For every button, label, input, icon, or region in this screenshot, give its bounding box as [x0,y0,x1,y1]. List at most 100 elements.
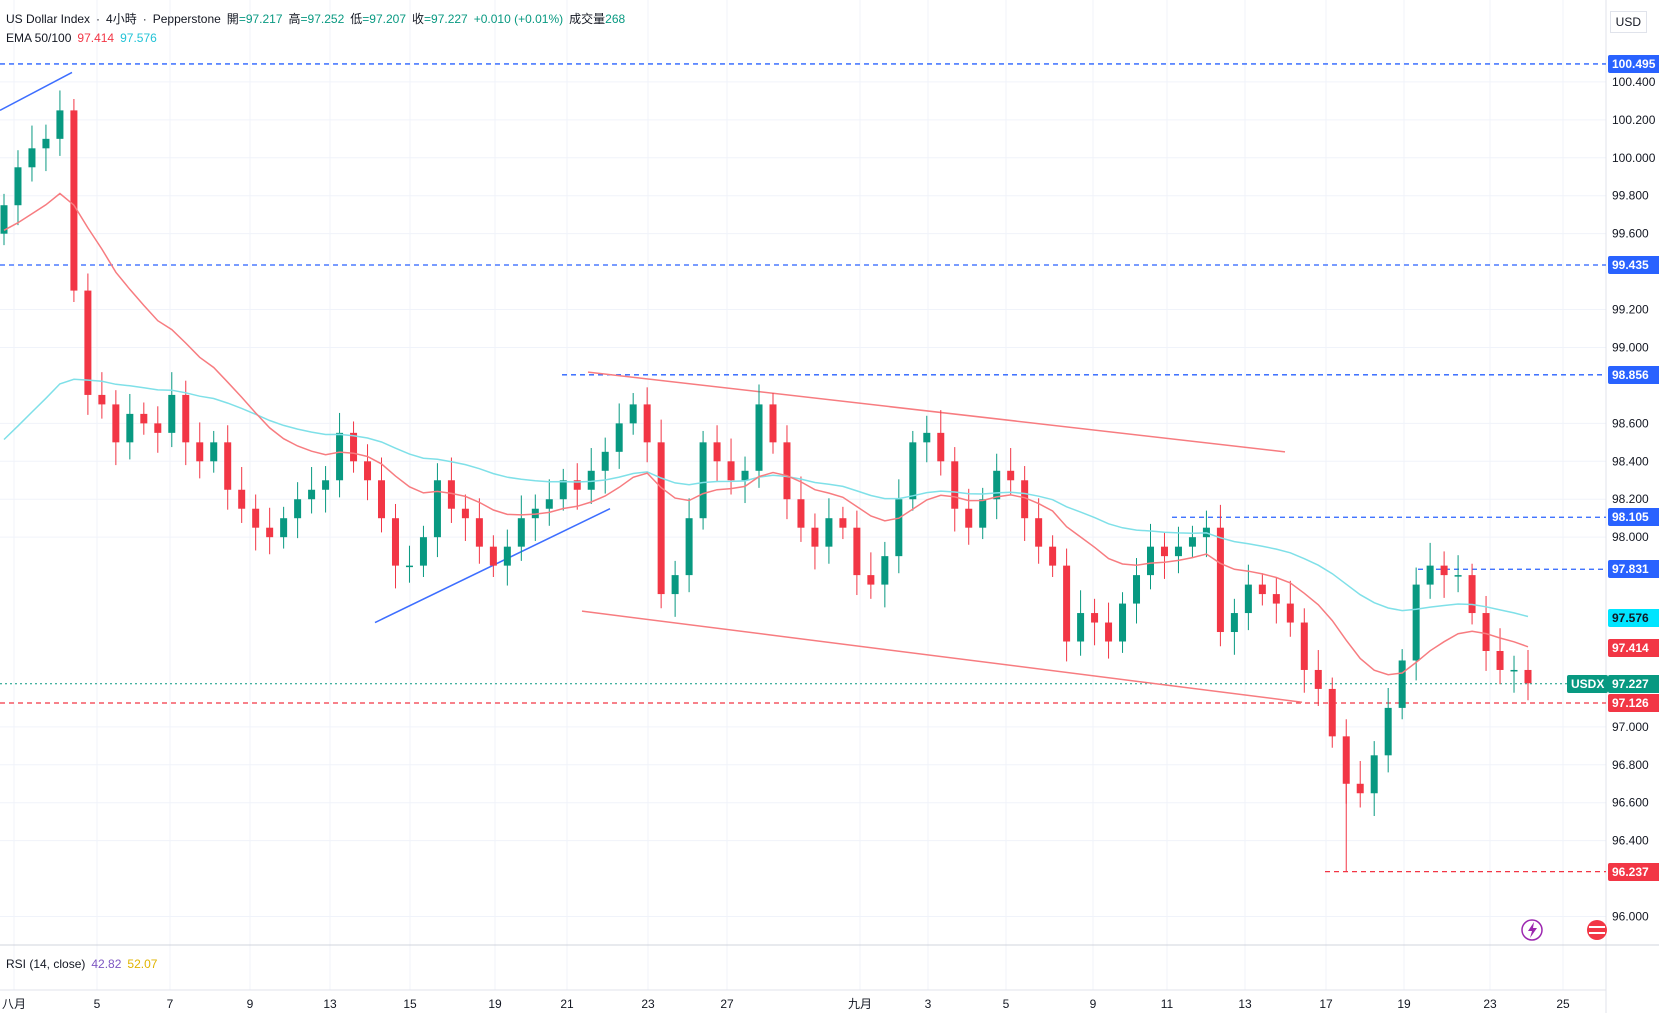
candle-body [937,432,945,462]
candle [573,463,581,510]
candle [713,425,721,482]
y-tick-label: 96.400 [1612,834,1649,848]
candle [1035,498,1043,564]
price-label-pill: 96.237 [1608,862,1659,881]
candle [1510,655,1518,693]
rsi-label[interactable]: RSI (14, close) [6,957,86,971]
candle-body [1077,613,1085,642]
candle-body [447,480,455,509]
candle [937,410,945,476]
candle-body [1230,613,1238,633]
candle-body [643,404,651,443]
x-tick-label: 23 [641,997,655,1011]
change-value: +0.010 (+0.01%) [473,11,564,26]
candle [1314,650,1322,706]
candle [1230,598,1238,655]
y-tick-label: 99.000 [1612,340,1649,354]
candle-body [867,575,875,585]
candle-body [1105,622,1113,642]
y-tick-label: 97.000 [1612,720,1649,734]
candle [825,498,833,564]
candle [615,403,623,469]
candle-body [1328,688,1336,737]
separator: · [96,11,101,26]
candle [979,487,987,540]
candle-body [979,499,987,528]
symbol-name[interactable]: US Dollar Index [6,11,91,26]
candle [1216,504,1224,647]
candle-body [965,508,973,528]
candle [727,438,735,495]
candle [419,525,427,578]
candle-body [405,565,413,568]
symbol-tag-pill[interactable]: USDX [1567,674,1609,693]
candle-body [1370,755,1378,794]
candle-body [783,442,791,500]
candle-body [825,518,833,547]
candle-body [1454,575,1462,577]
candle-body [1426,565,1434,585]
x-tick-label: 5 [1003,997,1010,1011]
candle-body [993,470,1001,500]
candle-body [336,432,344,481]
lightning-icon[interactable] [1521,919,1543,941]
candle-body [1496,650,1504,670]
price-label-pill: 97.576 [1608,608,1659,627]
x-tick-label: 15 [403,997,417,1011]
candle [629,393,637,435]
y-tick-label: 96.600 [1612,796,1649,810]
flag-icon [1587,920,1607,940]
candle-body [433,480,441,538]
trendline-channel-upper [587,371,1286,453]
candle [1454,555,1462,593]
open-label: 開 [226,12,239,26]
candle-body [140,413,148,424]
candle-body [839,518,847,528]
candle-body [895,499,903,557]
candle [1077,590,1085,656]
candle [993,453,1001,520]
candle-body [1160,546,1168,557]
candle-body [224,442,232,490]
candle [1119,592,1127,653]
x-tick-label: 八月 [2,997,26,1011]
legend-row-ohlc: US Dollar Index · 4小時 · Pepperstone 開=97… [6,10,625,27]
candle-body [699,442,707,519]
legend-row-rsi: RSI (14, close) 42.82 52.07 [6,957,157,971]
x-tick-label: 7 [167,997,174,1011]
candle-body [475,518,483,547]
interval[interactable]: 4小時 [106,12,137,26]
candle-body [70,110,78,291]
ema-label[interactable]: EMA 50/100 [6,31,72,45]
high-value: =97.252 [300,12,345,26]
candle [699,430,707,530]
candle-body [517,518,525,547]
price-label-pill: 98.856 [1608,365,1659,384]
candle [433,463,441,558]
lightning-icon-ring [1521,919,1543,941]
currency-button[interactable]: USD [1609,11,1647,33]
candle-body [629,404,637,424]
candle-body [196,442,204,462]
candle [1258,573,1266,606]
candle [14,150,22,226]
candle-body [671,575,679,595]
candle [797,476,805,542]
candle-body [1272,594,1280,604]
candle-body [769,404,777,443]
candle [266,507,274,555]
candle-body [56,110,64,139]
candle-body [1356,783,1364,794]
candle [1440,551,1448,598]
candle-body [391,518,399,566]
open-value: =97.217 [238,12,283,26]
candle-body [1398,660,1406,708]
candle [951,447,959,532]
close-value: =97.227 [424,12,468,26]
candle-body [364,461,372,481]
y-tick-label: 96.000 [1612,910,1649,924]
price-label-pill: 97.414 [1608,639,1659,658]
candle-body [1188,537,1196,547]
candle-body [853,527,861,576]
